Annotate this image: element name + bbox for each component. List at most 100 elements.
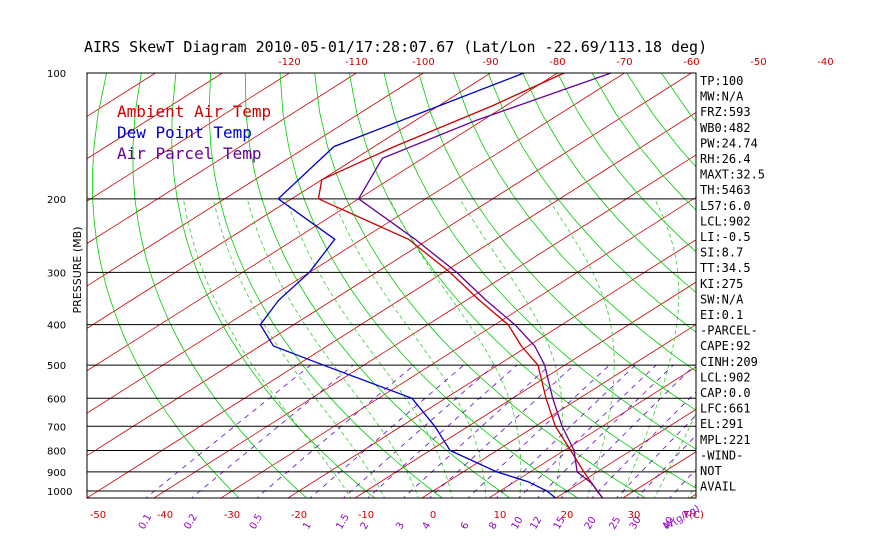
index-item: SI:8.7 — [700, 246, 743, 260]
mixing-ratio-line — [536, 364, 674, 498]
isotherm-line — [555, 408, 696, 498]
moist-adiabat-line — [332, 198, 487, 498]
dry-adiabat-line — [835, 73, 870, 500]
index-item: CAP:0.0 — [700, 386, 751, 400]
dry-adiabat-line — [661, 73, 696, 122]
mixing-ratio-line — [367, 364, 518, 498]
bottom-temp-tick-label: 10 — [494, 510, 507, 521]
index-item: MW:N/A — [700, 90, 744, 104]
top-temp-tick-label: -110 — [345, 57, 368, 68]
bottom-axis-unit: T(C) — [682, 510, 704, 521]
index-item: LI:-0.5 — [700, 230, 751, 244]
pressure-tick-label: 300 — [47, 268, 66, 279]
index-item: PW:24.74 — [700, 136, 758, 150]
index-item: -PARCEL- — [700, 324, 758, 338]
top-temp-tick-label: -60 — [683, 57, 699, 68]
top-temp-tick-label: -40 — [817, 57, 833, 68]
index-item: TP:100 — [700, 74, 743, 88]
mixing-ratio-tick-label: 6 — [459, 520, 472, 531]
isotherm-line — [754, 73, 870, 500]
bottom-temp-tick-label: -30 — [224, 510, 240, 521]
dry-adiabat-line — [766, 73, 870, 500]
mixing-ratio-tick-label: 8 — [487, 520, 500, 531]
index-item: LFC:661 — [700, 402, 751, 416]
moist-adiabat-line — [286, 198, 453, 498]
y-axis-label: PRESSURE (MB) — [71, 227, 84, 314]
isotherm-line — [87, 73, 625, 414]
mixing-ratio-tick-label: 2 — [359, 520, 372, 531]
sounding-curves — [259, 73, 612, 498]
bottom-temp-tick-label: 0 — [430, 510, 436, 521]
pressure-tick-label: 900 — [47, 468, 66, 479]
bottom-temp-tick-label: 30 — [628, 510, 641, 521]
bottom-temp-tick-label: -40 — [157, 510, 173, 521]
index-item: L57:6.0 — [700, 199, 751, 213]
pressure-tick-label: 600 — [47, 394, 66, 405]
index-item: MAXT:32.5 — [700, 168, 765, 182]
index-item: MPL:221 — [700, 433, 751, 447]
mixing-ratio-line — [402, 364, 551, 498]
dry-adiabat-line — [171, 73, 376, 498]
mixing-ratio-line — [145, 364, 311, 498]
index-item: RH:26.4 — [700, 152, 751, 166]
mixing-ratio-line — [190, 364, 354, 498]
dry-adiabat-line — [557, 73, 696, 253]
index-item: LCL:902 — [700, 370, 751, 384]
isotherm-line — [87, 112, 696, 498]
moist-adiabat-line — [246, 198, 419, 498]
dry-adiabat-line — [279, 73, 579, 498]
isotherm-line — [87, 73, 223, 160]
top-temp-tick-label: -120 — [278, 57, 301, 68]
index-item: SW:N/A — [700, 292, 744, 306]
dry-adiabat-line — [383, 73, 696, 450]
series-air-parcel-temp — [357, 73, 612, 498]
mixing-ratio-tick-label: 0.2 — [182, 512, 199, 531]
bottom-temp-tick-label: -20 — [291, 510, 307, 521]
mixing-ratio-line — [495, 364, 636, 498]
mixing-ratio-tick-label: 3 — [394, 520, 407, 531]
dry-adiabat-line — [314, 73, 647, 498]
index-item: CINH:209 — [700, 355, 758, 369]
isotherm-line — [87, 73, 424, 287]
dry-adiabat-line — [487, 73, 696, 333]
index-item: EI:0.1 — [700, 308, 743, 322]
mixing-ratio-tick-label: 25 — [607, 515, 623, 532]
legend: Ambient Air Temp Dew Point Temp Air Parcel… — [117, 102, 271, 163]
mixing-ratio-line — [309, 364, 464, 498]
mixing-ratio-line — [342, 364, 495, 498]
mixing-ratio-tick-label: 1 — [301, 520, 314, 531]
isotherm-line — [87, 73, 290, 202]
mixing-ratio-tick-label: 10 — [510, 515, 526, 532]
isotherm-line — [488, 366, 696, 498]
index-item: TT:34.5 — [700, 261, 751, 275]
dry-adiabat-line — [132, 73, 308, 498]
index-item: WB0:482 — [700, 121, 751, 135]
index-item: LCL:902 — [700, 214, 751, 228]
moist-adiabat-line — [459, 198, 564, 498]
isotherm-line — [153, 154, 696, 498]
pressure-tick-label: 200 — [47, 195, 66, 206]
dry-adiabat-line — [522, 73, 696, 293]
legend-entry: Air Parcel Temp — [117, 144, 262, 163]
isotherm-line — [87, 73, 692, 457]
isotherm-line — [421, 324, 696, 498]
mixing-ratio-line — [467, 364, 610, 498]
moist-adiabat-line — [620, 198, 680, 498]
mixing-ratio-line — [636, 434, 696, 498]
isotherm-line — [0, 73, 21, 500]
mixing-ratio-line — [518, 364, 657, 498]
isotherm-line — [87, 73, 491, 329]
index-item: NOT — [700, 464, 722, 478]
pressure-tick-label: 800 — [47, 446, 66, 457]
bottom-temp-tick-label: 20 — [561, 510, 574, 521]
top-temp-tick-label: -90 — [482, 57, 498, 68]
top-temp-tick-label: -70 — [616, 57, 632, 68]
isotherm-line — [220, 196, 696, 498]
mixing-ratio-tick-label: 12 — [528, 515, 544, 532]
grid-layer — [0, 73, 870, 500]
series-dew-point-temp — [259, 73, 557, 498]
mixing-ratio-tick-label: 20 — [583, 515, 599, 532]
